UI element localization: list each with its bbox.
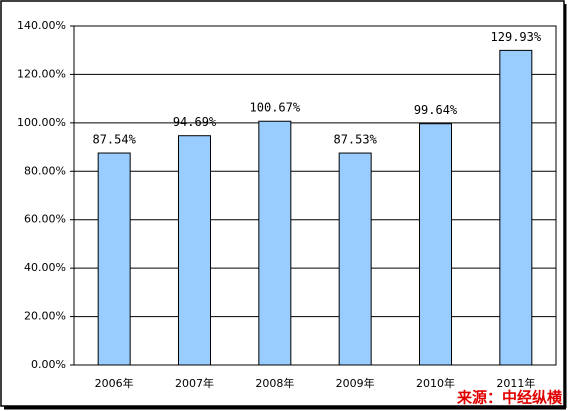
y-tick-label: 120.00% — [17, 67, 66, 80]
bar — [338, 152, 372, 366]
x-tick-label: 2006年 — [95, 376, 134, 390]
value-label: 99.64% — [414, 103, 458, 117]
y-tick-label: 20.00% — [24, 310, 66, 323]
value-label: 87.53% — [333, 133, 377, 147]
x-tick-label: 2007年 — [175, 376, 214, 390]
y-tick-label: 0.00% — [31, 358, 66, 371]
y-tick-label: 140.00% — [17, 19, 66, 32]
plot-area — [73, 25, 557, 366]
y-tick-label: 80.00% — [24, 164, 66, 177]
bar — [258, 120, 292, 366]
y-tick-label: 40.00% — [24, 261, 66, 274]
x-tick-label: 2010年 — [416, 376, 455, 390]
bar — [499, 49, 533, 366]
value-label: 100.67% — [250, 101, 301, 115]
x-tick-label: 2011年 — [496, 376, 535, 390]
source-note: 来源：中经纵横 — [456, 389, 563, 407]
bar — [97, 152, 131, 366]
bar — [419, 123, 452, 366]
value-label: 94.69% — [173, 115, 217, 129]
value-label: 129.93% — [491, 30, 542, 44]
x-tick-label: 2009年 — [336, 376, 375, 390]
y-tick-label: 100.00% — [17, 116, 66, 129]
bar — [178, 135, 211, 366]
y-tick-label: 60.00% — [24, 213, 66, 226]
x-tick-label: 2008年 — [255, 376, 294, 390]
value-label: 87.54% — [92, 133, 136, 147]
